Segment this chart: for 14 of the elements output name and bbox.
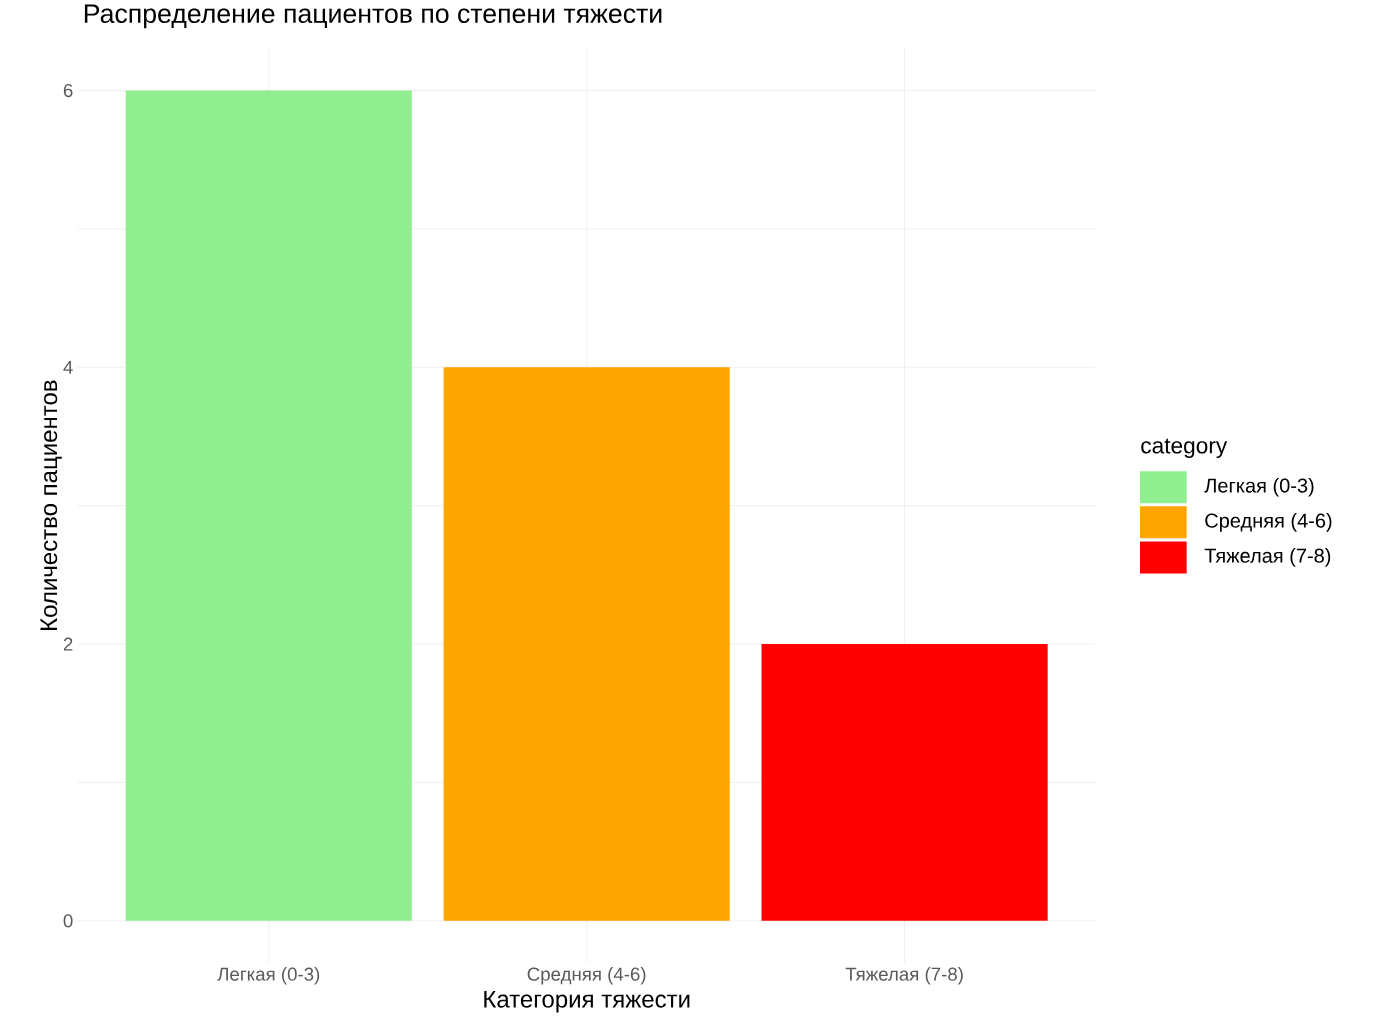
y-tick-label: 2	[63, 637, 73, 651]
x-tick-label: Легкая (0-3)	[217, 966, 320, 985]
legend-title: category	[1141, 438, 1228, 458]
y-tick-label: 4	[63, 360, 73, 374]
x-tick-label: Тяжелая (7-8)	[845, 966, 963, 985]
y-tick-label: 6	[63, 83, 73, 97]
legend-label: Тяжелая (7-8)	[1204, 547, 1331, 567]
chart-title: Распределение пациентов по степени тяжести	[84, 4, 662, 29]
x-tick-label: Средняя (4-6)	[527, 966, 646, 985]
x-axis-title: Категория тяжести	[484, 990, 690, 1013]
legend-label: Легкая (0-3)	[1204, 477, 1314, 497]
y-axis-title: Количество пациентов	[40, 380, 62, 630]
legend-label: Средняя (4-6)	[1205, 512, 1332, 532]
y-tick-label: 0	[63, 914, 73, 928]
